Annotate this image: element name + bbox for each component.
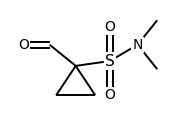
Text: O: O (105, 20, 115, 34)
Text: N: N (132, 38, 143, 52)
Text: S: S (105, 54, 115, 68)
Text: O: O (105, 88, 115, 102)
Text: O: O (18, 38, 29, 52)
